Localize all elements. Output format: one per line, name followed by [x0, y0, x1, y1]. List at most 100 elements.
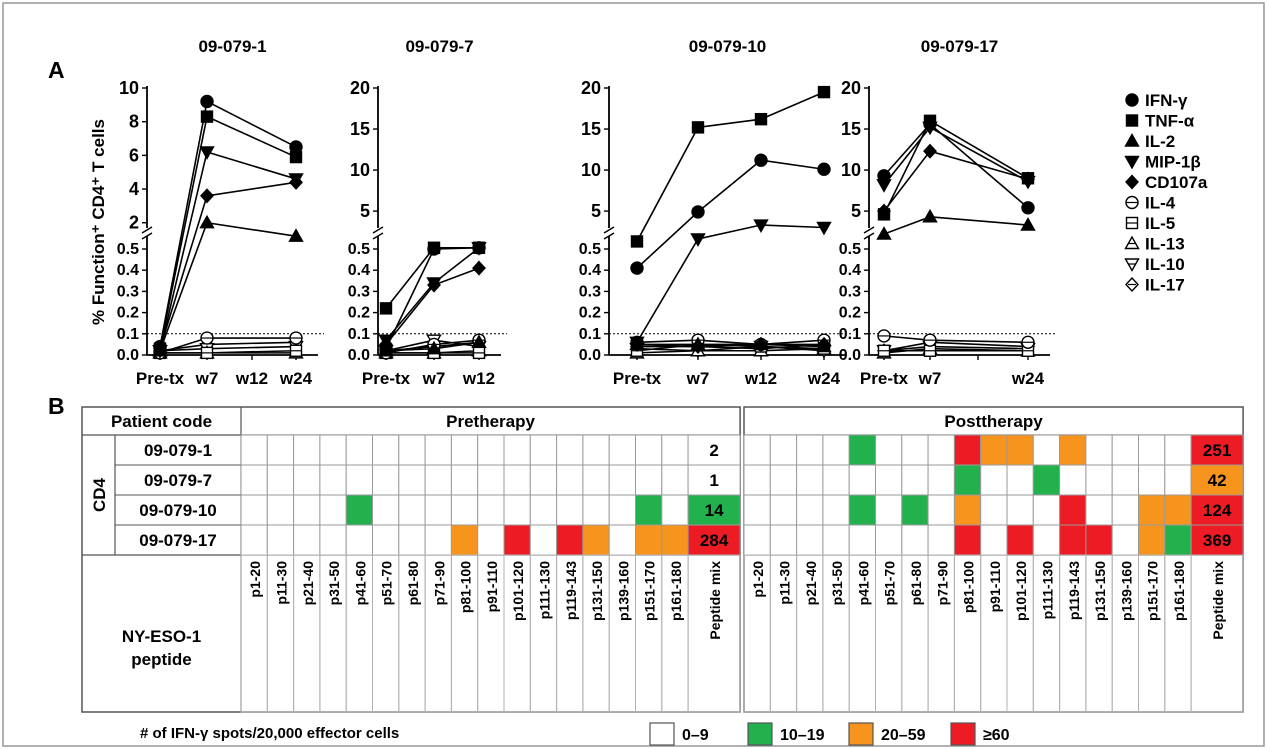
- legend-entry-cd107a: CD107a: [1125, 173, 1208, 192]
- heat-cell: [608, 464, 637, 496]
- y-tick-label: 5: [591, 201, 601, 221]
- heat-cell: [635, 434, 663, 466]
- x-tick-label: w12: [462, 369, 495, 388]
- legend-swatch: [848, 722, 874, 746]
- point-ifn: [379, 341, 393, 356]
- heat-cell: [687, 434, 741, 466]
- heat-cell: [1138, 464, 1166, 496]
- heat-cell: [901, 464, 929, 496]
- heat-cell: [293, 494, 321, 526]
- heat-cell: [1006, 494, 1034, 526]
- heat-cell: [345, 524, 374, 556]
- heat-cell: [796, 524, 824, 556]
- chart-09-079-17: 09-079-17 0.0 0.1 0.2 0.3 0.4 0.5 5 10 15 20 Pre-tx…: [839, 37, 1056, 388]
- column-label: p111-130: [1039, 561, 1055, 620]
- chart-09-079-7: 09-079-7 0.0 0.1 0.2 0.3 0.4 0.5 5 10 15 20 Pre-tx w…: [348, 37, 507, 388]
- heat-cell: [901, 524, 929, 556]
- heat-cell: [319, 494, 347, 526]
- column-label: p161-180: [1171, 561, 1187, 621]
- legend-label: MIP-1β: [1145, 153, 1201, 172]
- legend-entry-il-2: IL-2: [1124, 132, 1175, 151]
- y-tick-label: 0.0: [117, 347, 139, 364]
- heat-cell: [266, 494, 295, 526]
- heat-cell: [1190, 434, 1244, 466]
- heat-cell: [980, 494, 1008, 526]
- column-label: Peptide mix: [1210, 561, 1226, 640]
- heat-cell: [477, 464, 505, 496]
- y-tick-label: 0.4: [839, 262, 861, 279]
- heat-cell: [477, 494, 505, 526]
- y-tick-label: 0.3: [579, 283, 601, 300]
- heat-cell: [582, 494, 610, 526]
- heat-cell: [1164, 434, 1192, 466]
- legend-marker-ifn: [1125, 93, 1139, 107]
- legend-bin-label: 0–9: [682, 727, 709, 744]
- point-ifn: [754, 153, 768, 167]
- point-tnf: [379, 302, 393, 315]
- axis-break-mark: [603, 232, 615, 240]
- heat-cell: [398, 464, 426, 496]
- heat-cell: [1032, 524, 1061, 556]
- heat-cell: [1006, 464, 1034, 496]
- heat-cell: [240, 494, 268, 526]
- panel-b-heatmap: Patient code Pretherapy Posttherapy CD4 09-0…: [81, 406, 1244, 746]
- point-il-2: [629, 336, 645, 351]
- point-tnf: [817, 85, 831, 99]
- point-ifn: [1021, 201, 1035, 215]
- x-tick-label: w12: [235, 369, 268, 388]
- peptide-mix-value: 42: [1208, 471, 1227, 490]
- series-line-il-2: [637, 343, 825, 348]
- heat-cell: [529, 434, 558, 466]
- heat-cell: [743, 464, 771, 496]
- column-label: p81-100: [961, 561, 977, 613]
- point-il-2: [876, 226, 892, 240]
- column-label: p71-90: [431, 561, 447, 606]
- heat-cell: [240, 434, 268, 466]
- point-il-2: [471, 334, 487, 348]
- legend-entry-tnf: TNF-α: [1125, 112, 1195, 131]
- legend-entry-il-13: IL-13: [1124, 235, 1185, 254]
- posttherapy-grid: 251 42 124 369 p1-20 p11-30 p21-40 p31-50 p41-60…: [743, 434, 1244, 713]
- legend-label: IFN-γ: [1145, 91, 1188, 110]
- heat-cell: [822, 524, 850, 556]
- y-tick-label: 0.3: [117, 283, 139, 300]
- point-il-2: [199, 214, 215, 229]
- heat-cell: [1190, 524, 1244, 556]
- point-mip-1: [199, 146, 215, 160]
- heat-cell: [450, 434, 479, 466]
- series-line-il-4: [636, 339, 825, 346]
- x-tick-label: Pre-tx: [362, 369, 411, 388]
- heat-cell: [848, 434, 877, 466]
- y-tick-label: 15: [350, 119, 370, 139]
- point-il-2: [1020, 217, 1036, 231]
- heat-cell: [529, 464, 558, 496]
- y-tick-label: 10: [350, 160, 370, 180]
- y-tick-label: 0.4: [579, 262, 601, 279]
- point-ifn: [472, 241, 486, 255]
- point-ifn: [427, 242, 441, 256]
- column-label: p41-60: [352, 561, 368, 606]
- heat-cell: [769, 524, 798, 556]
- point-cd107a: [200, 188, 214, 204]
- heat-cell: [822, 464, 850, 496]
- chart-09-079-10: 09-079-10 0.0 0.1 0.2 0.3 0.4 0.5 5 10 15 20 Pre-tx…: [579, 37, 852, 388]
- series-line-il-10: [636, 345, 825, 352]
- y-tick-label: 0.1: [579, 326, 601, 343]
- peptide-mix-value: 124: [1203, 501, 1232, 520]
- legend-entry-il-5: IL-5: [1125, 214, 1175, 233]
- row-label: 09-079-7: [144, 471, 212, 490]
- heat-cell: [1085, 464, 1113, 496]
- point-ifn: [289, 140, 303, 154]
- heat-cell: [822, 434, 850, 466]
- chart-title: 09-079-1: [198, 37, 266, 56]
- row-label: 09-079-17: [139, 531, 217, 550]
- point-tnf: [630, 235, 644, 248]
- heat-cell: [556, 524, 584, 556]
- heat-cell: [953, 464, 982, 496]
- heat-cell: [635, 494, 663, 526]
- y-tick-label: 10: [581, 160, 601, 180]
- heat-cell: [1111, 464, 1139, 496]
- heat-cell: [1111, 434, 1139, 466]
- column-label: p119-143: [563, 561, 579, 620]
